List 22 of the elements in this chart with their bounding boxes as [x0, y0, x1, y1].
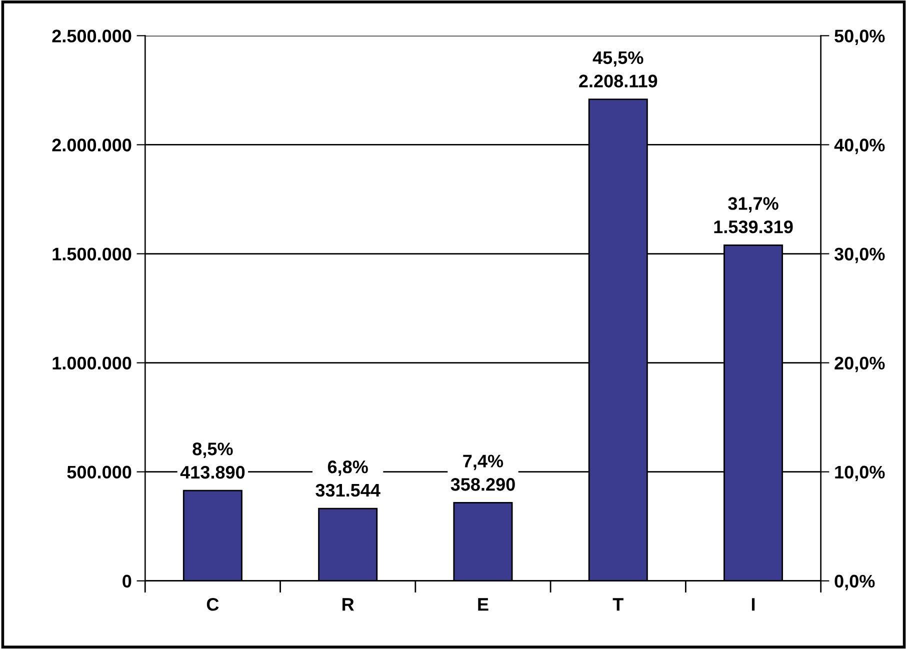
x-tick-label: I: [752, 598, 755, 611]
y2-tick-label: 40,0%: [834, 138, 885, 154]
data-label: 6,8% 331.544: [316, 460, 380, 497]
y-tick-label: 1.500.000: [52, 248, 132, 260]
data-label: 8,5% 413.890: [180, 442, 245, 479]
y2-tick-label: 30,0%: [834, 248, 885, 264]
y-tick-label: 1.000.000: [52, 356, 132, 370]
x-tick-label: T: [612, 598, 624, 611]
y-tick-label: 500.000: [67, 466, 132, 479]
y2-tick-label: 10,0%: [835, 466, 885, 482]
data-label: 45,5% 2.208.119: [579, 51, 658, 88]
y-tick-label: 2.500.000: [52, 30, 132, 42]
x-tick-label: C: [206, 598, 219, 611]
data-label: 7,4% 358.290: [450, 454, 515, 491]
y2-tick-label: 0,0%: [834, 574, 875, 590]
y2-tick-label: 20,0%: [834, 356, 885, 372]
data-label: 31,7% 1.539.319: [714, 197, 793, 234]
x-tick-label: R: [342, 598, 354, 611]
y-tick-label: 0: [122, 574, 132, 588]
y-tick-label: 2.000.000: [52, 138, 132, 152]
x-tick-label: E: [478, 598, 488, 611]
y2-tick-label: 50,0%: [834, 30, 885, 46]
